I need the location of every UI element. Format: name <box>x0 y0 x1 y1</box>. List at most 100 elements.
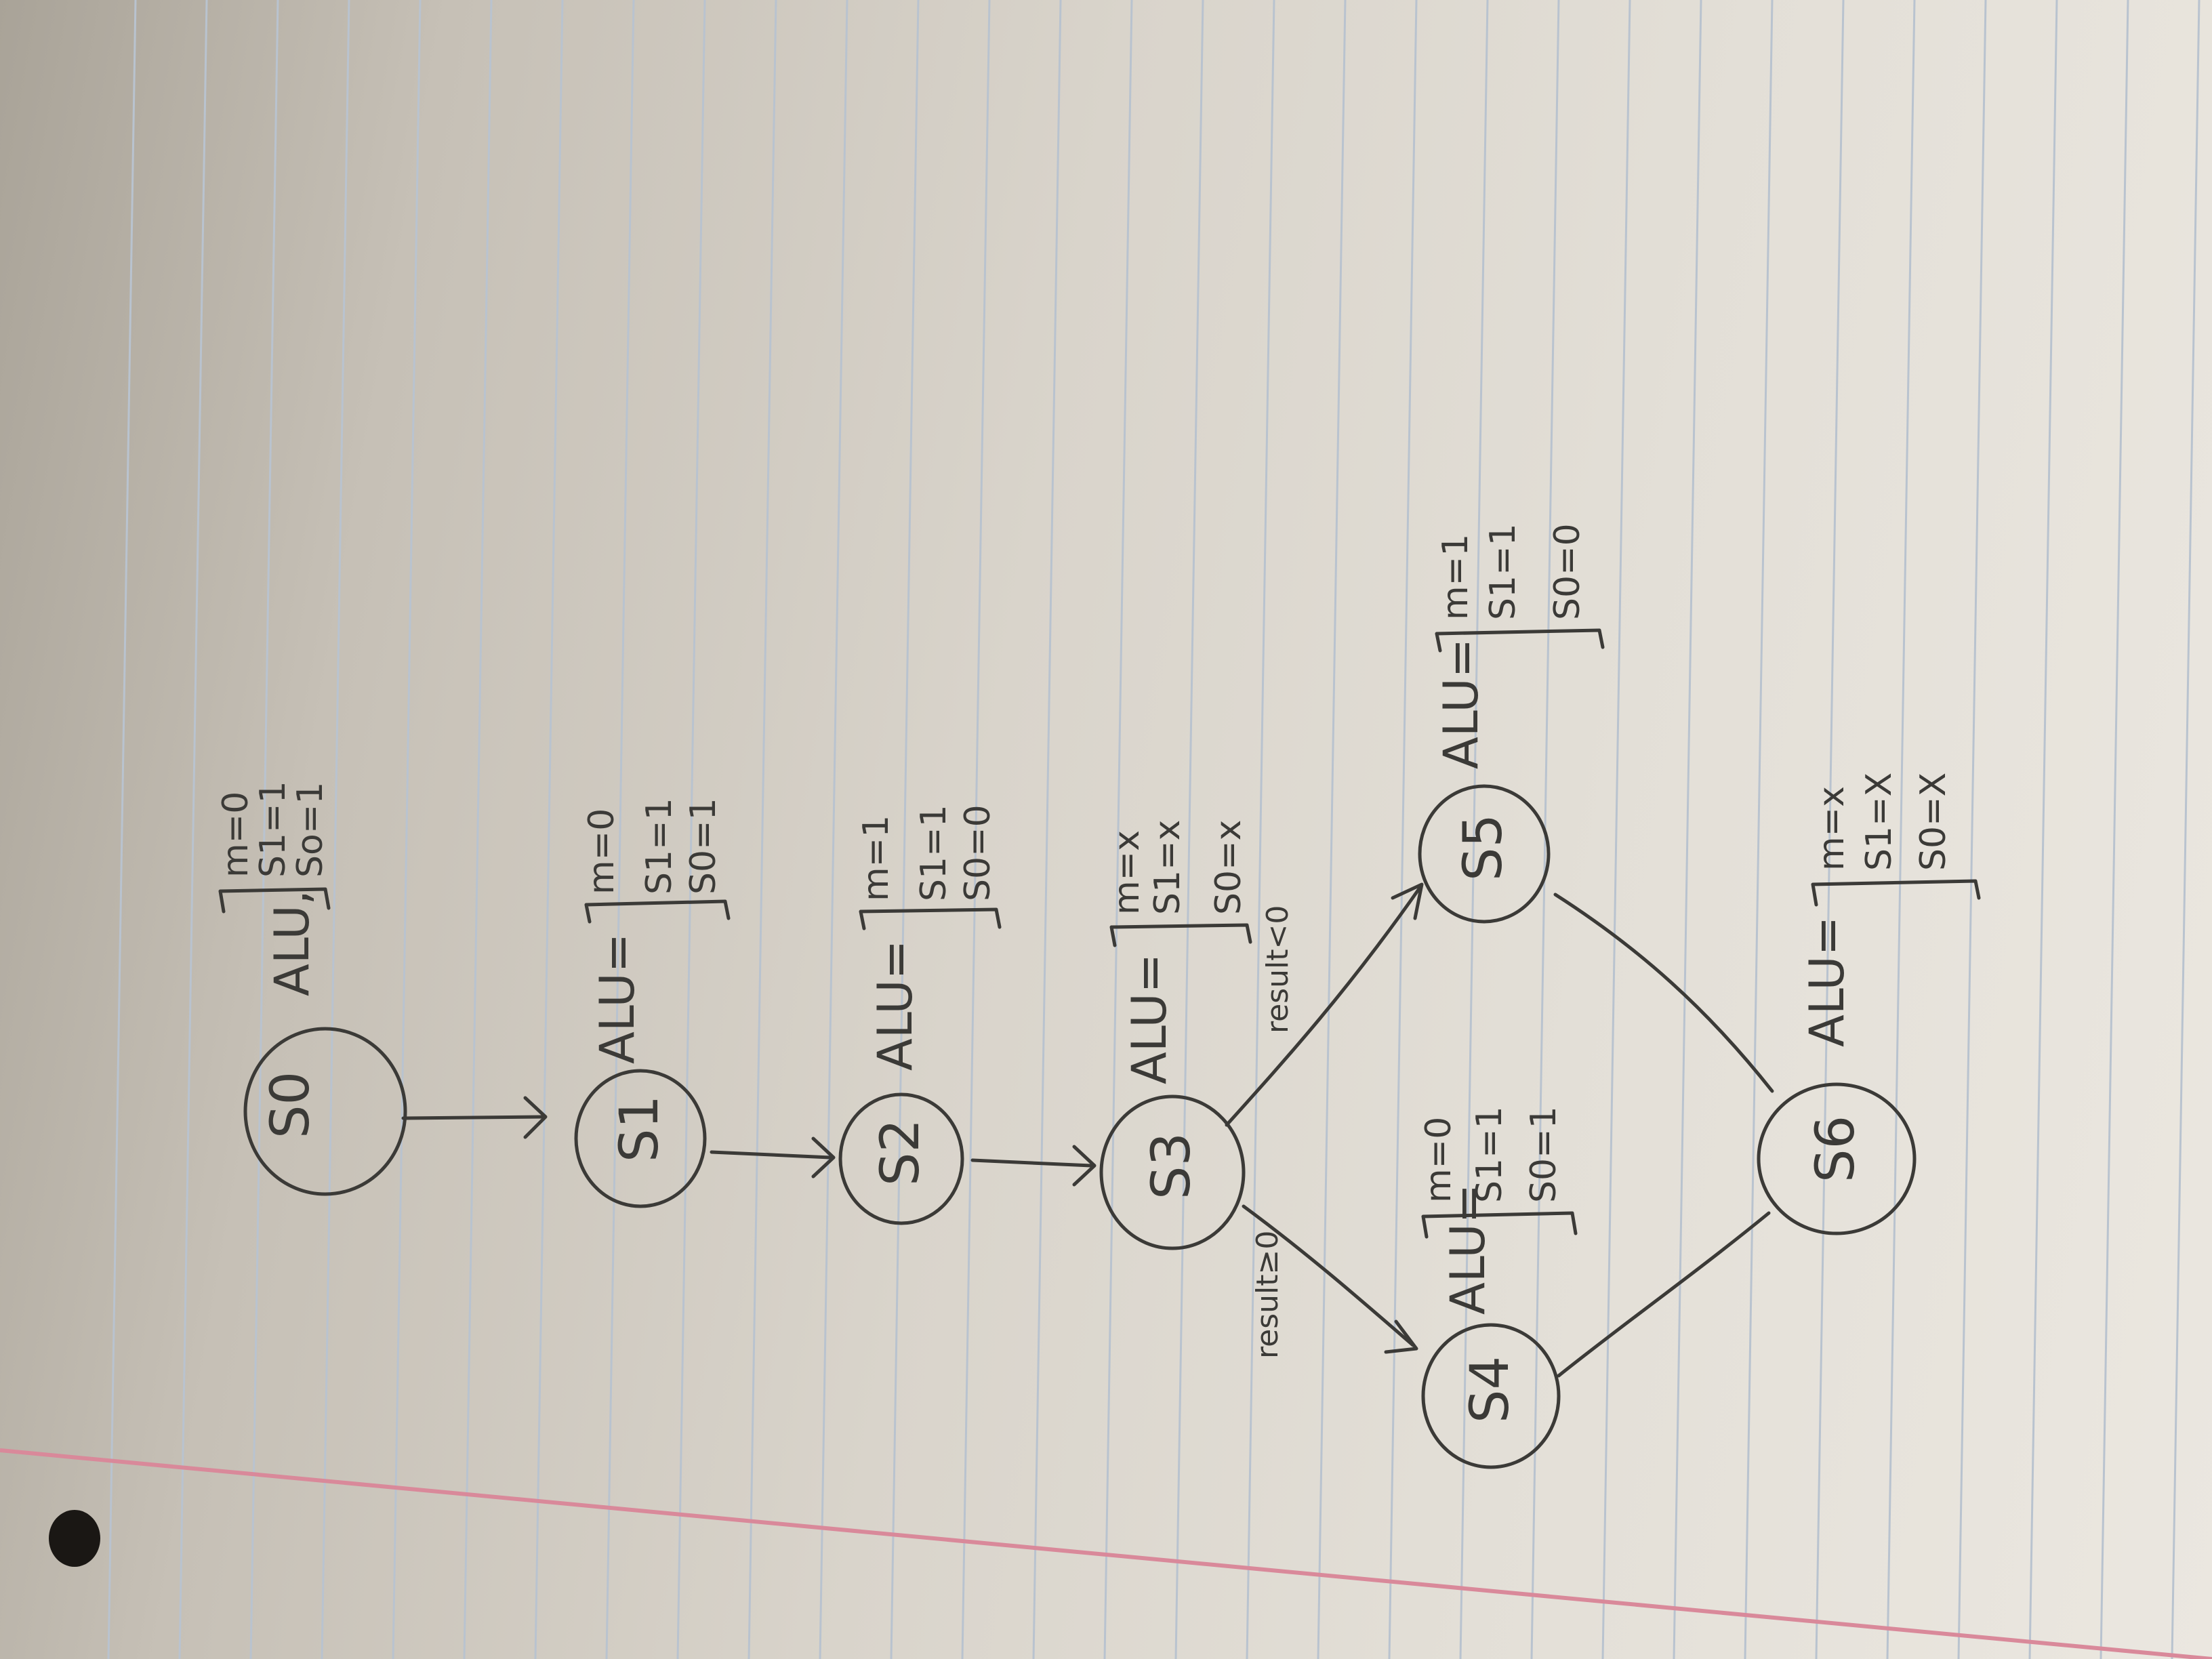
alu-s4-sig-s1: S1=1 <box>1469 1106 1510 1203</box>
state-s5-circle <box>1418 784 1551 924</box>
alu-s2-sig-s0: S0=0 <box>958 804 998 901</box>
state-s6-label: S6 <box>1805 1115 1866 1183</box>
ruled-line <box>676 0 706 1659</box>
state-s3-label: S3 <box>1141 1132 1202 1200</box>
alu-s3-sig-s1: S1=x <box>1147 820 1188 915</box>
state-s1-circle <box>574 1069 707 1208</box>
alu-s0-label: ALU, <box>264 890 320 996</box>
alu-s4-sig-m: m=0 <box>1418 1117 1459 1203</box>
line-s4-s6 <box>1557 1211 1771 1378</box>
state-s4-label: S4 <box>1460 1356 1521 1423</box>
ruled-line <box>961 0 991 1659</box>
transition-labels: result<0 result≥0 <box>1250 905 1295 1359</box>
arrow-s1-s2 <box>710 1150 832 1160</box>
alu-s2-sig-m: m=1 <box>856 815 897 901</box>
ruled-line <box>890 0 920 1659</box>
state-s1-label: S1 <box>609 1095 670 1162</box>
alu-s6-sig-s1: S1=X <box>1859 773 1900 871</box>
alu-s0-sig-s1: S1=1 <box>253 781 293 878</box>
alu-annotations: ALU, m=0 S1=1 So=1 ALU= m=0 S1=1 S0=1 AL… <box>216 523 1981 1315</box>
ruled-line <box>1601 0 1631 1659</box>
arrowhead-s0-s1 <box>523 1096 548 1139</box>
state-s6-circle <box>1757 1082 1917 1235</box>
cond-s3-s4: result≥0 <box>1250 1231 1285 1359</box>
state-s0-circle <box>243 1027 407 1196</box>
ruled-line <box>605 0 635 1659</box>
cond-s3-s5: result<0 <box>1261 905 1295 1033</box>
ruled-line <box>1103 0 1133 1659</box>
alu-s4-sig-s0: S0=1 <box>1523 1106 1564 1203</box>
ruled-line <box>1317 0 1347 1659</box>
ruled-line <box>392 0 422 1659</box>
ruled-line <box>2171 0 2200 1659</box>
state-nodes <box>243 784 1917 1469</box>
ruled-line <box>463 0 493 1659</box>
line-s5-s6 <box>1553 893 1774 1093</box>
state-s3-circle <box>1099 1094 1246 1250</box>
binder-hole <box>49 1510 100 1567</box>
alu-s3-sig-m: m=x <box>1107 830 1147 915</box>
alu-s5-label: ALU= <box>1433 638 1489 769</box>
alu-s4-label: ALU= <box>1440 1184 1496 1315</box>
ruled-line <box>1673 0 1702 1659</box>
alu-s6-label: ALU= <box>1799 916 1855 1047</box>
arrow-s0-s1 <box>401 1115 544 1120</box>
alu-s5-sig-s0: S0=0 <box>1547 523 1588 620</box>
ruled-line <box>534 0 564 1659</box>
bracket-s4 <box>1421 1211 1578 1239</box>
bracket-s2 <box>859 907 1002 930</box>
alu-s6-sig-m: m=x <box>1811 786 1852 871</box>
ruled-lines <box>107 0 2200 1659</box>
alu-s1-sig-s0: S0=1 <box>683 798 724 895</box>
state-labels: S0 S1 S2 S3 S4 S5 S6 <box>260 814 1866 1423</box>
arrow-s2-s3 <box>970 1158 1093 1168</box>
state-s5-label: S5 <box>1453 814 1514 881</box>
state-s2-circle <box>838 1092 964 1225</box>
arrow-s3-s5 <box>1225 886 1422 1127</box>
bracket-s3 <box>1109 923 1252 947</box>
ruled-line <box>321 0 350 1659</box>
ruled-line <box>107 0 137 1659</box>
alu-s0-sig-m: m=0 <box>216 792 256 878</box>
alu-s2-label: ALU= <box>867 940 923 1071</box>
ruled-line <box>1815 0 1845 1659</box>
ruled-line <box>1459 0 1489 1659</box>
alu-s2-sig-s1: S1=1 <box>914 804 954 901</box>
transitions <box>401 882 1774 1378</box>
arrowhead-s3-s5 <box>1391 882 1424 920</box>
alu-s0-sig-s0: So=1 <box>290 782 331 878</box>
ruled-line <box>1032 0 1062 1659</box>
alu-s6-sig-s0: S0=X <box>1913 773 1954 871</box>
alu-s1-sig-m: m=0 <box>581 808 622 895</box>
ruled-line <box>1744 0 1774 1659</box>
alu-s5-sig-m: m=1 <box>1435 534 1476 620</box>
alu-s1-sig-s1: S1=1 <box>639 798 680 895</box>
ruled-line <box>1174 0 1204 1659</box>
alu-s5-sig-s1: S1=1 <box>1483 523 1523 620</box>
arrowhead-s3-s4 <box>1384 1319 1418 1354</box>
ruled-line <box>1388 0 1418 1659</box>
arrow-s3-s4 <box>1242 1204 1415 1347</box>
bracket-s5 <box>1435 628 1605 653</box>
ruled-line <box>747 0 777 1659</box>
ruled-line <box>249 0 279 1659</box>
ruled-line <box>819 0 848 1659</box>
bracket-s0 <box>218 887 331 914</box>
alu-s1-label: ALU= <box>590 933 645 1064</box>
state-s0-label: S0 <box>260 1071 321 1139</box>
ruled-line <box>2028 0 2058 1659</box>
ruled-line <box>2100 0 2129 1659</box>
ruled-line <box>1246 0 1275 1659</box>
bracket-s6 <box>1811 879 1981 907</box>
alu-s3-sig-s0: S0=x <box>1208 820 1249 915</box>
arrowhead-s2-s3 <box>1072 1145 1097 1187</box>
state-s2-label: S2 <box>870 1119 931 1186</box>
ruled-line <box>178 0 208 1659</box>
bracket-s1 <box>584 899 731 924</box>
alu-s3-label: ALU= <box>1122 954 1177 1084</box>
arrowhead-s1-s2 <box>811 1136 836 1179</box>
state-s4-circle <box>1421 1323 1561 1469</box>
margin-line <box>0 1448 2212 1659</box>
